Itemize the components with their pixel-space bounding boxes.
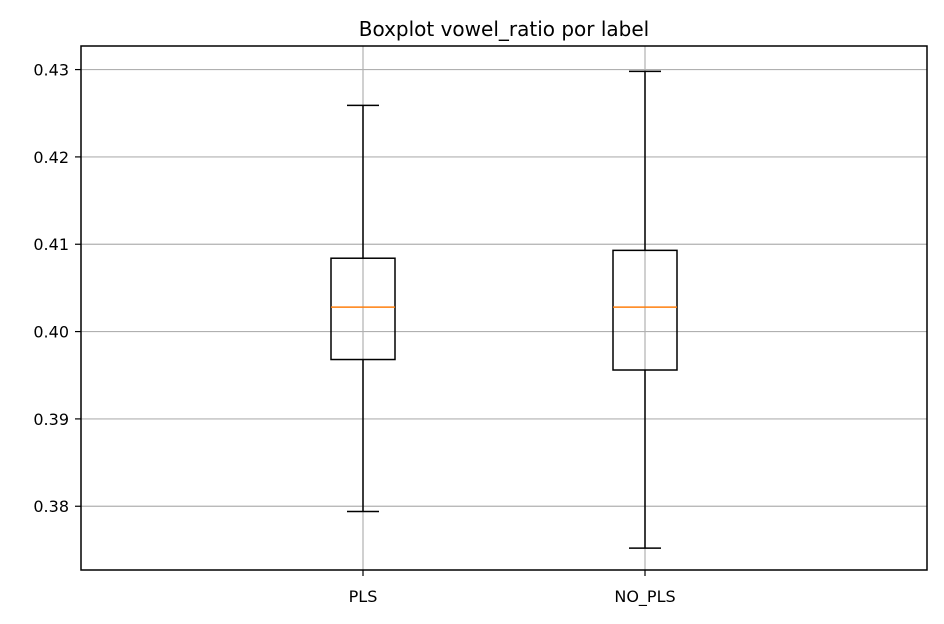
y-tick-label: 0.38 <box>33 497 69 516</box>
boxes <box>330 70 678 549</box>
y-tick-label: 0.39 <box>33 410 69 429</box>
y-tick-label: 0.42 <box>33 148 69 167</box>
y-tick-label: 0.41 <box>33 235 69 254</box>
grid-lines <box>81 46 927 570</box>
iqr-box <box>330 257 396 361</box>
x-tick-label: PLS <box>349 587 378 606</box>
axis-ticks: 0.38 0.39 0.40 0.41 0.42 0.43 PLS NO_PLS <box>33 61 675 607</box>
plot-frame <box>80 45 928 571</box>
chart-title: Boxplot vowel_ratio por label <box>359 17 650 41</box>
box-no-pls <box>612 70 678 549</box>
box-pls <box>330 104 396 513</box>
iqr-box <box>612 249 678 371</box>
y-tick-label: 0.43 <box>33 61 69 80</box>
x-tick-label: NO_PLS <box>614 587 675 607</box>
y-tick-label: 0.40 <box>33 323 69 342</box>
